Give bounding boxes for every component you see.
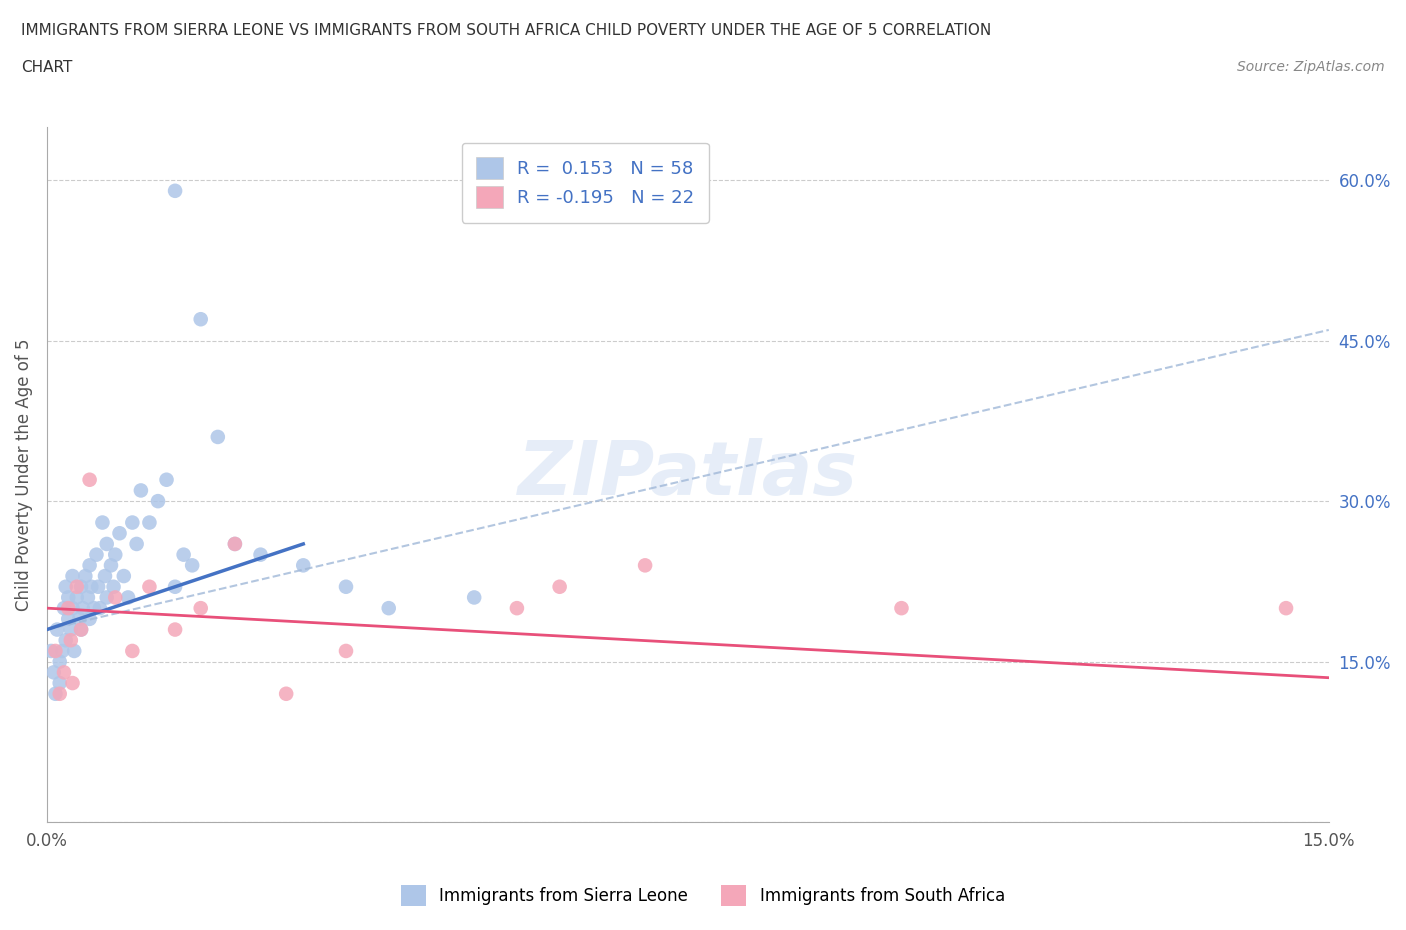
Point (335, 579, 357, 594)
Point (70, 579, 93, 594)
Point (155, 472, 177, 487)
Point (87, 579, 110, 594)
Point (104, 547, 127, 562)
Point (55, 579, 77, 594)
Point (138, 515, 160, 530)
Point (96, 537, 118, 551)
Point (138, 579, 160, 594)
Point (121, 515, 143, 530)
Point (96, 590, 118, 604)
Point (77, 590, 100, 604)
Point (335, 644, 357, 658)
Point (377, 601, 399, 616)
Point (190, 601, 212, 616)
Text: Source: ZipAtlas.com: Source: ZipAtlas.com (1237, 60, 1385, 74)
Point (224, 537, 246, 551)
Point (276, 686, 298, 701)
Point (249, 547, 271, 562)
Point (62, 568, 84, 583)
Point (67, 611, 90, 626)
Point (59, 632, 82, 647)
Point (112, 568, 135, 583)
Point (146, 494, 169, 509)
Point (463, 590, 485, 604)
Point (121, 644, 143, 658)
Point (58, 601, 80, 616)
Point (46, 622, 69, 637)
Point (66, 579, 89, 594)
Point (890, 601, 912, 616)
Point (190, 312, 212, 326)
Point (125, 537, 148, 551)
Point (58, 611, 80, 626)
Point (86, 547, 108, 562)
Point (62, 675, 84, 690)
Point (634, 558, 657, 573)
Point (48, 654, 70, 669)
Point (48, 675, 70, 690)
Point (44, 686, 66, 701)
Point (108, 525, 131, 540)
Point (1275, 601, 1298, 616)
Text: ZIPatlas: ZIPatlas (517, 438, 858, 511)
Point (224, 537, 246, 551)
Point (59, 622, 82, 637)
Y-axis label: Child Poverty Under the Age of 5: Child Poverty Under the Age of 5 (15, 339, 32, 611)
Point (72, 601, 94, 616)
Point (66, 590, 89, 604)
Text: IMMIGRANTS FROM SIERRA LEONE VS IMMIGRANTS FROM SOUTH AFRICA CHILD POVERTY UNDER: IMMIGRANTS FROM SIERRA LEONE VS IMMIGRAN… (21, 23, 991, 38)
Point (53, 601, 76, 616)
Point (63, 644, 86, 658)
Point (79, 558, 101, 573)
Point (55, 632, 77, 647)
Point (94, 568, 117, 583)
Point (62, 601, 84, 616)
Point (173, 547, 195, 562)
Point (44, 644, 66, 658)
Point (75, 568, 97, 583)
Point (292, 558, 315, 573)
Point (181, 558, 204, 573)
Point (100, 558, 122, 573)
Point (51, 644, 73, 658)
Point (548, 579, 571, 594)
Legend: Immigrants from Sierra Leone, Immigrants from South Africa: Immigrants from Sierra Leone, Immigrants… (394, 879, 1012, 912)
Point (79, 611, 101, 626)
Point (53, 665, 76, 680)
Point (91, 515, 114, 530)
Legend: R =  0.153   N = 58, R = -0.195   N = 22: R = 0.153 N = 58, R = -0.195 N = 22 (461, 142, 709, 223)
Point (165, 622, 187, 637)
Point (165, 183, 187, 198)
Point (165, 579, 187, 594)
Point (79, 472, 101, 487)
Point (207, 430, 229, 445)
Point (83, 601, 105, 616)
Point (70, 622, 93, 637)
Point (89, 601, 111, 616)
Point (58, 590, 80, 604)
Point (129, 483, 152, 498)
Point (48, 686, 70, 701)
Point (103, 579, 125, 594)
Point (42, 665, 65, 680)
Point (39, 644, 62, 658)
Point (506, 601, 529, 616)
Point (117, 590, 139, 604)
Point (104, 590, 127, 604)
Point (70, 622, 93, 637)
Text: CHART: CHART (21, 60, 73, 75)
Point (80, 579, 103, 594)
